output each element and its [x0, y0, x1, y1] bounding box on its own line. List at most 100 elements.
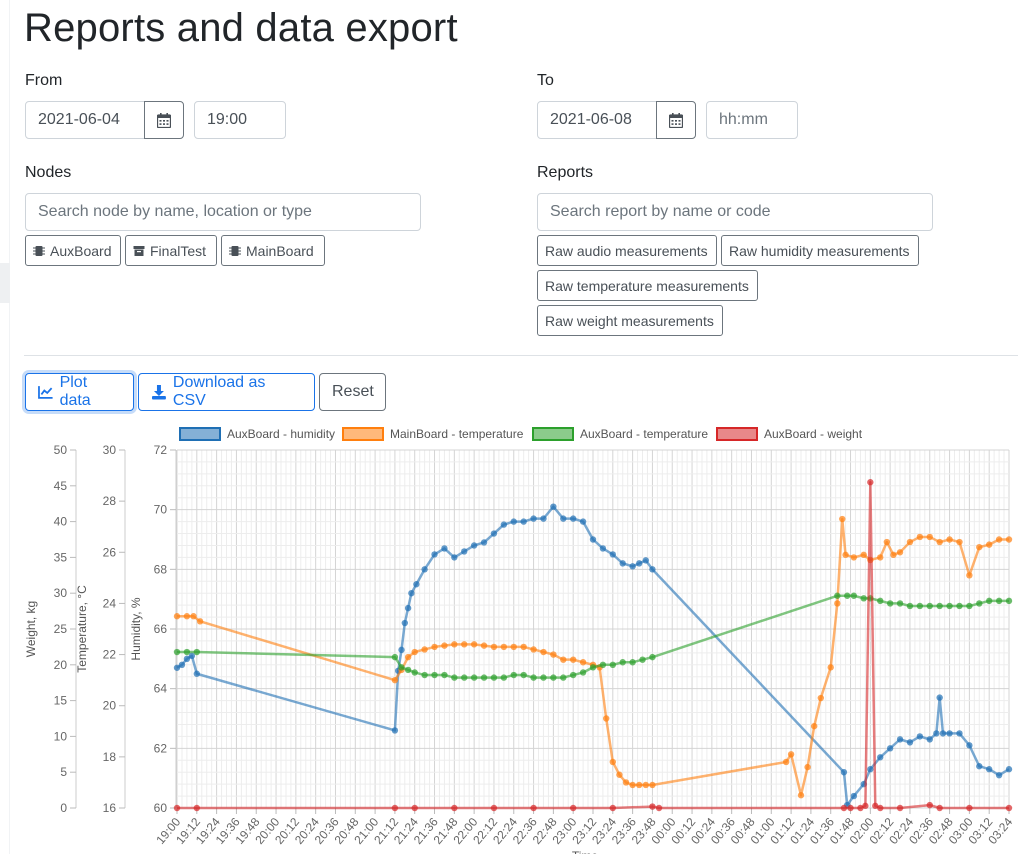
plot-data-label: Plot data	[59, 374, 91, 409]
weight-tick-label: 35	[54, 550, 68, 564]
data-point	[193, 648, 201, 656]
data-point	[173, 804, 181, 812]
data-point	[441, 671, 448, 679]
legend-swatch	[716, 427, 758, 441]
data-point	[966, 602, 973, 610]
node-search-input[interactable]: Search node by name, location or type	[25, 193, 421, 231]
data-point	[896, 600, 904, 607]
data-point	[629, 781, 636, 789]
data-point	[540, 674, 547, 681]
report-chip-humidity[interactable]: Raw humidity measurements	[721, 235, 919, 266]
legend-label: AuxBoard - weight	[764, 427, 863, 441]
data-point	[609, 551, 617, 558]
to-date-input[interactable]: 2021-06-08	[537, 101, 659, 139]
data-point	[936, 538, 943, 546]
data-point	[850, 592, 858, 599]
data-point	[619, 560, 626, 567]
weight-tick-label: 5	[60, 765, 67, 779]
data-point	[649, 781, 656, 789]
data-point	[839, 515, 846, 523]
data-point	[520, 643, 527, 651]
report-chip-temperature[interactable]: Raw temperature measurements	[537, 270, 758, 301]
data-point	[1005, 766, 1013, 773]
humidity-tick-label: 66	[154, 622, 168, 636]
data-point	[804, 763, 811, 771]
data-point	[441, 642, 448, 649]
data-point	[649, 653, 656, 661]
node-chip-label: FinalTest	[150, 242, 207, 259]
data-point	[441, 545, 448, 552]
data-point	[956, 602, 963, 610]
node-chip-label: MainBoard	[246, 242, 314, 259]
to-calendar-button[interactable]	[656, 101, 696, 139]
from-label: From	[25, 72, 63, 89]
plot-data-button[interactable]: Plot data	[25, 373, 134, 411]
data-point	[530, 515, 537, 522]
chart-line-icon	[38, 386, 53, 399]
data-point	[642, 557, 650, 564]
report-chip-weight[interactable]: Raw weight measurements	[537, 305, 723, 336]
report-search-input[interactable]: Search report by name or code	[537, 193, 933, 231]
data-point	[589, 536, 597, 543]
data-point	[470, 542, 478, 549]
from-time-input[interactable]: 19:00	[194, 101, 286, 139]
data-point	[520, 518, 527, 525]
data-point	[649, 566, 656, 573]
data-point	[411, 669, 418, 676]
data-point	[173, 613, 181, 620]
data-point	[1005, 536, 1013, 543]
data-point	[530, 674, 537, 681]
temperature-axis-title: Temperature, °C	[75, 585, 89, 673]
data-point	[850, 554, 858, 561]
data-point	[599, 661, 607, 668]
data-point	[877, 754, 884, 761]
to-time-input[interactable]: hh:mm	[706, 101, 798, 139]
data-point	[540, 648, 547, 656]
data-point	[995, 771, 1003, 779]
data-point	[579, 518, 587, 525]
sidebar-tab[interactable]	[0, 263, 10, 303]
legend-swatch	[532, 427, 574, 441]
temperature-tick-label: 20	[103, 699, 117, 713]
from-calendar-button[interactable]	[144, 101, 184, 139]
humidity-tick-label: 70	[154, 503, 168, 517]
data-point	[622, 779, 630, 786]
node-chip-mainboard[interactable]: MainBoard	[221, 235, 325, 266]
data-point	[550, 674, 557, 681]
chip-icon	[229, 245, 241, 256]
sidebar-edge	[9, 0, 10, 854]
data-point	[797, 792, 805, 799]
data-point	[451, 641, 458, 648]
data-point	[461, 674, 468, 681]
data-point	[421, 671, 428, 679]
data-point	[782, 758, 790, 766]
data-point	[842, 551, 849, 559]
data-point	[946, 536, 953, 543]
data-point	[413, 581, 420, 588]
data-point	[603, 715, 610, 722]
data-point	[490, 804, 498, 812]
data-point	[877, 597, 884, 605]
data-point	[872, 802, 879, 810]
node-chip-finaltest[interactable]: FinalTest	[125, 235, 217, 266]
data-point	[862, 802, 869, 810]
data-point	[860, 595, 867, 602]
data-point	[827, 664, 834, 671]
from-date-input[interactable]: 2021-06-04	[25, 101, 147, 139]
data-point	[530, 804, 537, 812]
data-point	[196, 618, 204, 625]
data-point	[470, 674, 478, 681]
data-point	[480, 674, 488, 681]
data-point	[510, 671, 517, 679]
data-point	[569, 515, 577, 522]
download-csv-button[interactable]: Download as CSV	[138, 373, 315, 411]
section-divider	[24, 355, 1018, 356]
data-point	[411, 804, 418, 812]
reset-button[interactable]: Reset	[319, 373, 386, 411]
data-point	[431, 551, 438, 558]
data-point	[451, 804, 458, 812]
node-chip-auxboard[interactable]: AuxBoard	[25, 235, 121, 266]
weight-tick-label: 20	[54, 658, 68, 672]
data-point	[857, 804, 864, 812]
report-chip-audio[interactable]: Raw audio measurements	[537, 235, 717, 266]
